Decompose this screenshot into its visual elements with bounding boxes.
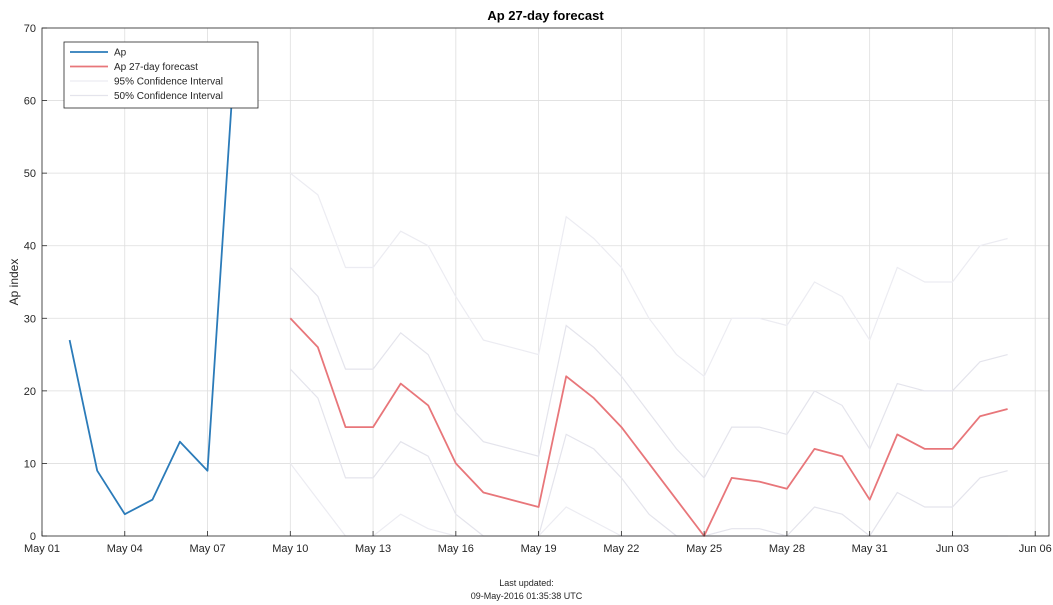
series-line-ap-27-day-forecast [289, 317, 1008, 537]
series-line-ap [68, 49, 236, 516]
confidence-interval-line [289, 267, 1008, 479]
x-tick-label: May 07 [189, 543, 225, 555]
confidence-interval-line [289, 172, 1008, 378]
y-tick-label: 50 [24, 168, 36, 180]
y-axis-label: Ap index [7, 259, 21, 306]
last-updated-label: Last updated: [499, 578, 554, 588]
x-tick-label: May 22 [603, 543, 639, 555]
x-tick-label: May 16 [438, 543, 474, 555]
x-tick-label: May 13 [355, 543, 391, 555]
legend: Ap Ap 27-day forecast 95% Confidence Inter… [63, 41, 259, 109]
x-tick-label: Jun 06 [1019, 543, 1052, 555]
x-tick-label: May 01 [24, 543, 60, 555]
x-tick-label: May 28 [769, 543, 805, 555]
y-tick-label: 70 [24, 23, 36, 35]
x-tick-label: May 25 [686, 543, 722, 555]
last-updated-timestamp: 09-May-2016 01:35:38 UTC [470, 591, 583, 601]
x-tick-label: May 04 [107, 543, 143, 555]
y-tick-label: 0 [30, 531, 36, 543]
legend-label: 95% Confidence Interval [114, 77, 223, 88]
x-tick-label: May 19 [521, 543, 557, 555]
x-tick-label: May 10 [272, 543, 308, 555]
y-tick-label: 20 [24, 386, 36, 398]
x-tick-label: May 31 [852, 543, 888, 555]
series-lines [68, 49, 1008, 537]
legend-label: Ap [114, 48, 127, 59]
confidence-bands [289, 172, 1008, 537]
y-tick-label: 60 [24, 96, 36, 108]
y-tick-label: 40 [24, 241, 36, 253]
legend-label: 50% Confidence Interval [114, 91, 223, 102]
confidence-interval-line [289, 368, 1008, 537]
x-tick-label: Jun 03 [936, 543, 969, 555]
axis-ticks: 0 10 20 30 40 50 60 70 May 01 May 04 May 07 May 10 M… [24, 23, 1052, 555]
legend-label: Ap 27-day forecast [114, 62, 198, 73]
chart-title: Ap 27-day forecast [487, 8, 604, 23]
y-tick-label: 10 [24, 458, 36, 470]
y-tick-label: 30 [24, 313, 36, 325]
legend-box [63, 41, 259, 109]
plot-frame [41, 27, 1050, 537]
